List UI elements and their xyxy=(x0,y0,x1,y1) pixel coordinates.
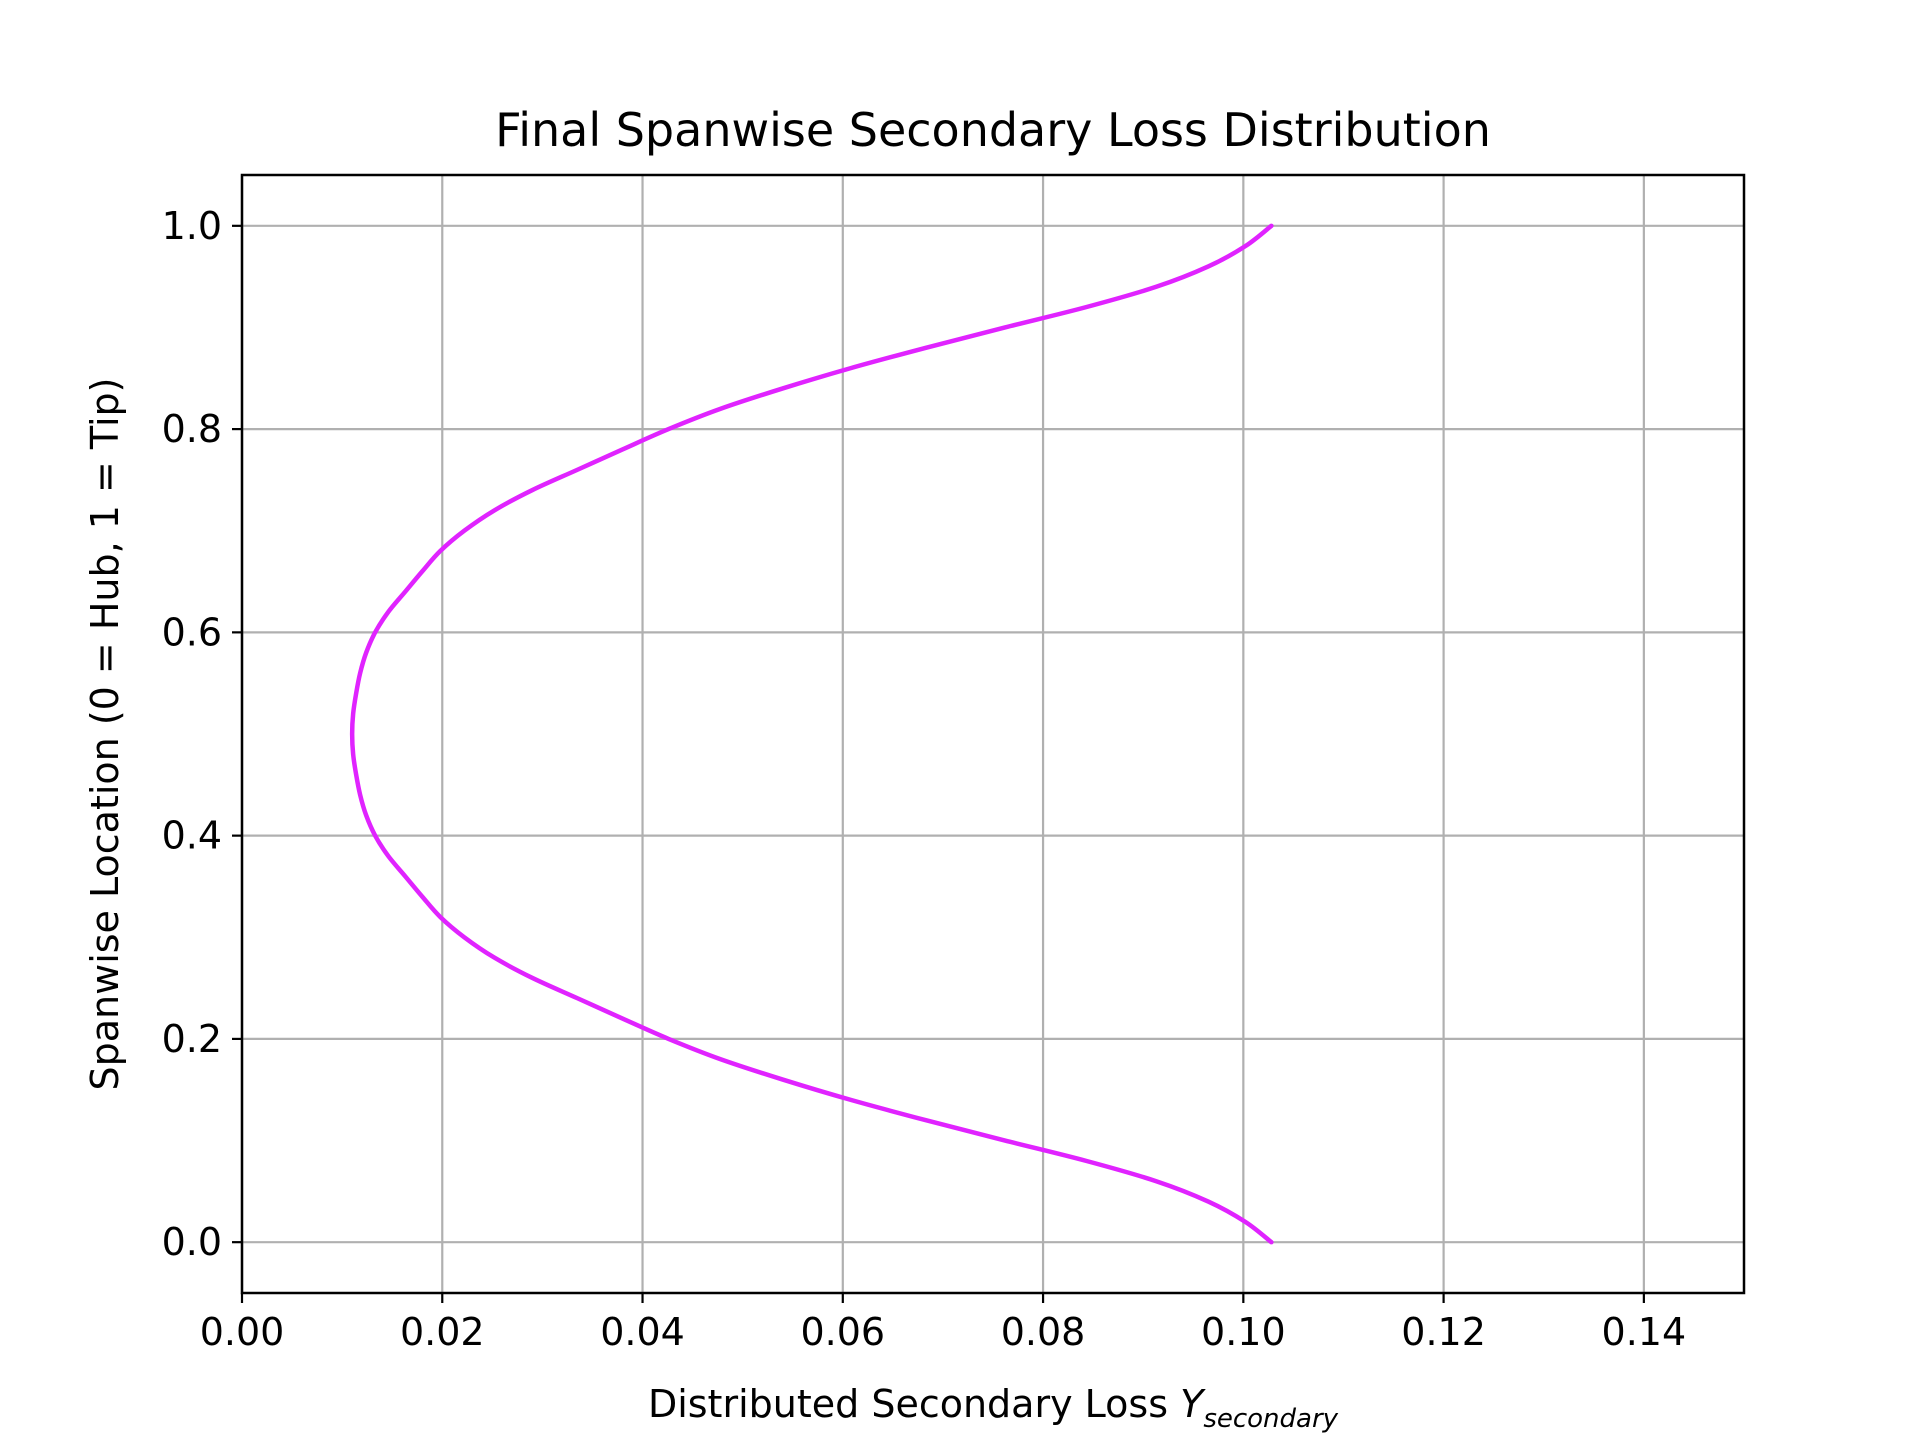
y-tick-label: 0.4 xyxy=(162,814,222,858)
y-tick-label: 1.0 xyxy=(162,204,222,248)
chart-title: Final Spanwise Secondary Loss Distributi… xyxy=(495,103,1491,157)
x-tick-label: 0.02 xyxy=(400,1310,485,1354)
y-tick-label: 0.8 xyxy=(162,407,222,451)
y-tick-label: 0.2 xyxy=(162,1017,222,1061)
x-tick-label: 0.08 xyxy=(1001,1310,1086,1354)
ticks: 0.00 0.02 0.04 0.06 0.08 0.10 0.12 0.14 0.0 0.2 0.… xyxy=(162,204,1687,1354)
x-tick-label: 0.00 xyxy=(200,1310,285,1354)
x-axis-label-text: Distributed Secondary Loss xyxy=(648,1382,1168,1426)
series-layer xyxy=(349,223,1274,1245)
x-axis-label-subscript: secondary xyxy=(1203,1404,1338,1434)
series-line-0 xyxy=(349,223,1274,1245)
x-tick-label: 0.04 xyxy=(600,1310,685,1354)
plot-frame xyxy=(240,173,1746,1295)
x-tick-label: 0.14 xyxy=(1602,1310,1687,1354)
x-tick-label: 0.12 xyxy=(1401,1310,1486,1354)
x-axis-label: Distributed Secondary Loss Ysecondary xyxy=(648,1382,1339,1434)
x-axis-label-symbol: Y xyxy=(1180,1382,1206,1426)
x-tick-label: 0.06 xyxy=(800,1310,885,1354)
x-tick-label: 0.10 xyxy=(1201,1310,1286,1354)
y-axis-label: Spanwise Location (0 = Hub, 1 = Tip) xyxy=(83,378,127,1091)
y-tick-label: 0.6 xyxy=(162,610,222,654)
y-tick-label: 0.0 xyxy=(162,1220,222,1264)
grid xyxy=(240,175,1744,1293)
